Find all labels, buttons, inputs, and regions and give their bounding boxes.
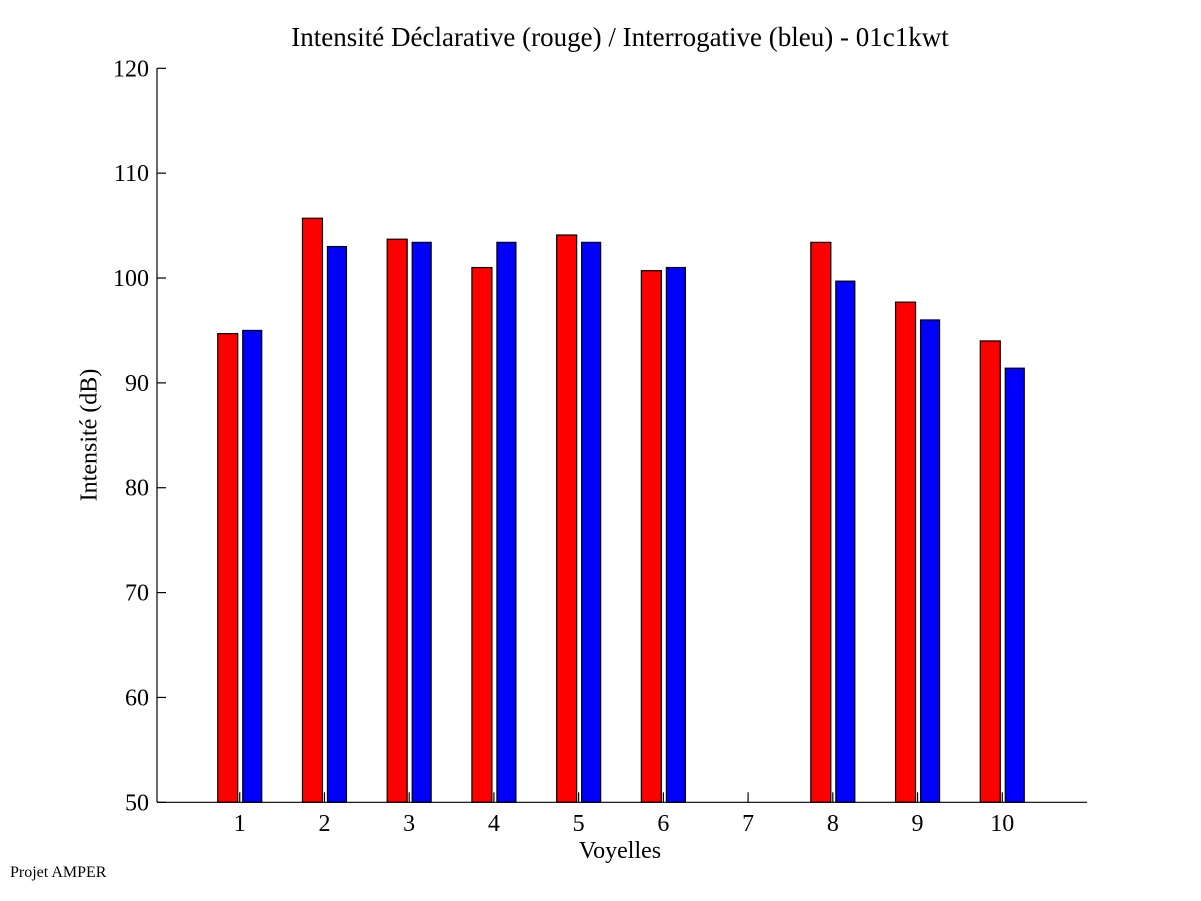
- y-axis-label: Intensité (dB): [76, 368, 103, 502]
- x-tick-label-5: 5: [573, 811, 585, 837]
- x-axis-label: Voyelles: [578, 838, 662, 864]
- bar-declarative-8: [810, 241, 832, 803]
- credit-label: Projet AMPER: [10, 864, 107, 881]
- y-tick-label-50: 50: [125, 790, 149, 816]
- bar-interrogative-6: [665, 266, 686, 803]
- bar-declarative-10: [979, 340, 1001, 803]
- bar-declarative-2: [301, 217, 324, 803]
- y-tick-label-70: 70: [125, 581, 149, 607]
- axes-group: 50 60 70 80 90 100 110 120 1 2 3 4 5 6 7 8 9 10: [113, 56, 1087, 837]
- x-tick-label-8: 8: [827, 811, 839, 837]
- bar-interrogative-5: [581, 241, 602, 803]
- x-tick-label-1: 1: [234, 811, 246, 837]
- bar-declarative-4: [471, 266, 493, 803]
- y-tick-label-60: 60: [125, 685, 149, 711]
- bar-declarative-6: [640, 270, 662, 803]
- x-tick-label-3: 3: [403, 811, 415, 837]
- bar-interrogative-3: [411, 241, 432, 803]
- y-tick-label-80: 80: [125, 476, 149, 502]
- bar-interrogative-4: [496, 241, 517, 803]
- bar-interrogative-9: [919, 319, 941, 803]
- x-tick-label-7: 7: [742, 811, 754, 837]
- y-tick-label-120: 120: [113, 56, 149, 82]
- bars-group: [217, 217, 1025, 803]
- x-tick-label-10: 10: [990, 811, 1014, 837]
- bar-interrogative-10: [1004, 367, 1025, 803]
- bar-interrogative-2: [326, 245, 348, 803]
- x-tick-label-4: 4: [488, 811, 500, 837]
- bar-declarative-1: [217, 332, 239, 803]
- chart-title: Intensité Déclarative (rouge) / Interrog…: [291, 22, 949, 52]
- bar-declarative-5: [556, 234, 578, 803]
- bar-interrogative-1: [242, 329, 263, 803]
- y-tick-label-90: 90: [125, 371, 149, 397]
- bar-declarative-3: [386, 238, 408, 803]
- x-tick-label-6: 6: [657, 811, 669, 837]
- x-tick-label-9: 9: [912, 811, 924, 837]
- bar-declarative-9: [894, 301, 917, 803]
- y-tick-label-110: 110: [114, 161, 149, 187]
- x-tick-label-2: 2: [318, 811, 330, 837]
- y-tick-label-100: 100: [113, 266, 149, 292]
- bar-interrogative-8: [835, 280, 856, 803]
